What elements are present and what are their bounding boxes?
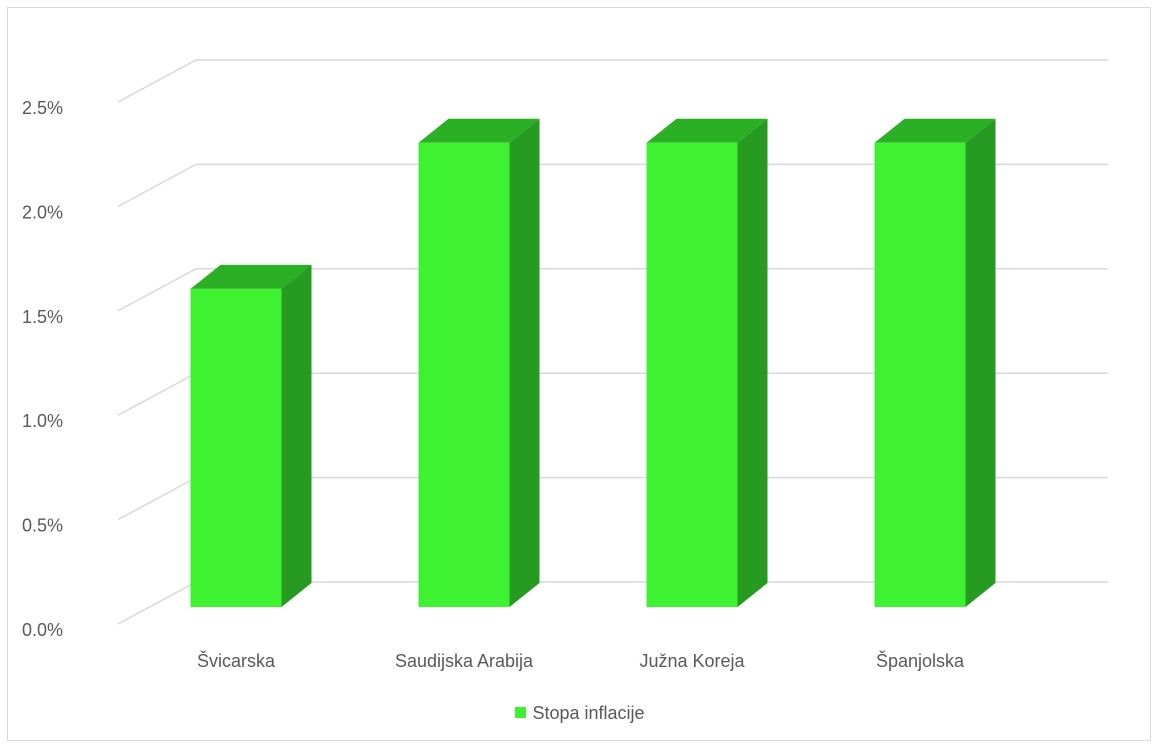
x-category-label: Južna Koreja [639,651,745,671]
bar [418,142,510,607]
gridlines [117,59,1108,625]
y-tick-label: 0.5% [22,516,63,536]
y-tick-label: 1.0% [22,411,63,431]
y-tick-label: 2.5% [22,98,63,118]
gridline [117,268,1108,312]
x-category-label: Švicarska [197,650,276,671]
bar-side [965,118,996,607]
bar [646,142,738,607]
legend-label: Stopa inflacije [532,703,645,723]
bar-top [418,118,540,143]
y-tick-label: 1.5% [22,307,63,327]
bar-side [281,264,312,607]
bar-top [646,118,768,143]
x-axis-labels: Švicarska Saudijska Arabija Južna Koreja Šp… [197,650,965,671]
y-tick-label: 0.0% [22,620,63,640]
y-axis-ticks: 0.0% 0.5% 1.0% 1.5% 2.0% 2.5% [22,98,63,640]
bar-side [737,118,768,607]
legend: Stopa inflacije [0,703,1160,724]
bar-top [874,118,996,143]
legend-swatch [515,707,527,718]
x-category-label: Saudijska Arabija [395,651,534,671]
bar-top [190,264,312,289]
gridline [117,163,1108,208]
x-category-label: Španjolska [876,650,965,671]
gridline [117,59,1108,103]
bar [874,142,966,607]
bar-side [509,118,540,607]
bar [190,288,282,607]
y-tick-label: 2.0% [22,202,63,222]
bars [190,118,996,607]
